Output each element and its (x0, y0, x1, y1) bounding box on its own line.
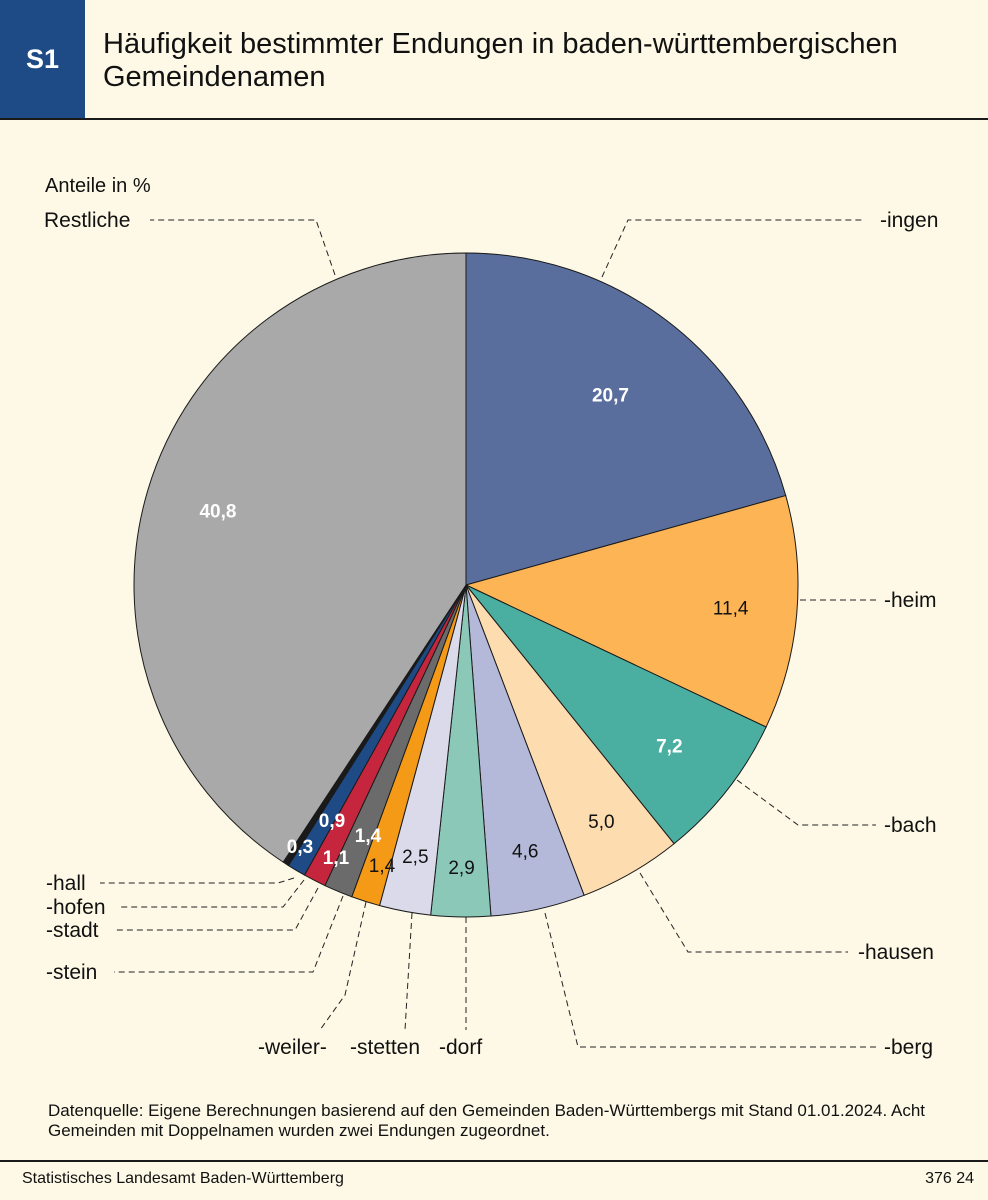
name-label-bach: -bach (884, 814, 937, 837)
leader-line-stein (114, 895, 344, 973)
slice-bach (465, 584, 767, 845)
value-label-stein: 1,4 (355, 826, 382, 847)
data-source-note: Datenquelle: Eigene Berechnungen basiere… (48, 1101, 926, 1140)
pie-slices (133, 252, 799, 918)
leader-line-stetten (404, 912, 413, 1031)
name-label-dorf: -dorf (439, 1036, 482, 1059)
name-label-heim: -heim (884, 589, 937, 612)
chart-title: Häufigkeit bestimmter Endungen in baden-… (103, 28, 898, 93)
value-label-heim: 11,4 (713, 598, 749, 619)
leader-line-stadt (114, 887, 319, 931)
name-label-weiler: -weiler- (258, 1036, 327, 1059)
leader-line-berg (544, 912, 876, 1048)
value-label-berg: 4,6 (512, 842, 538, 863)
leader-lines (100, 219, 876, 1048)
leader-line-ingen (601, 219, 862, 278)
leader-line-hall (100, 877, 295, 884)
name-label-hall: -hall (46, 872, 86, 895)
value-label-hall: 0,3 (287, 837, 313, 858)
value-label-hofen: 0,9 (319, 811, 345, 832)
value-labels: 20,711,47,25,04,62,92,51,41,41,10,90,340… (199, 386, 748, 880)
figure-badge: S1 (0, 0, 85, 118)
value-label-ingen: 20,7 (592, 386, 629, 407)
value-label-bach: 7,2 (656, 736, 682, 757)
name-label-hausen: -hausen (858, 941, 934, 964)
name-label-stadt: -stadt (46, 919, 99, 942)
name-label-ingen: -ingen (880, 209, 938, 232)
leader-line-restliche (150, 219, 336, 276)
leader-line-weiler (319, 901, 367, 1031)
slice-heim (464, 494, 799, 728)
unit-label: Anteile in % (45, 175, 151, 197)
value-label-stadt: 1,1 (323, 848, 350, 869)
value-label-stetten: 2,5 (402, 847, 428, 868)
chart-code: 376 24 (925, 1170, 974, 1187)
value-label-hausen: 5,0 (588, 812, 614, 833)
footer-divider (0, 1160, 988, 1162)
name-label-berg: -berg (884, 1036, 933, 1059)
leader-line-bach (736, 779, 876, 826)
leader-line-hausen (639, 872, 848, 953)
value-label-dorf: 2,9 (448, 858, 474, 879)
name-label-stetten: -stetten (350, 1036, 420, 1059)
name-label-hofen: -hofen (46, 896, 106, 919)
name-label-restliche: Restliche (44, 209, 130, 232)
leader-line-hofen (120, 879, 305, 908)
publisher: Statistisches Landesamt Baden-Württember… (22, 1170, 344, 1187)
value-label-weiler: 1,4 (369, 856, 396, 877)
slice-restliche (133, 252, 467, 863)
value-label-restliche: 40,8 (199, 502, 236, 523)
slice-name-labels: -ingen -heim -bach -hausen -berg -dorf -stette… (44, 209, 938, 1059)
name-label-stein: -stein (46, 961, 97, 984)
pie-chart: Anteile in % 20,711,47,25,04,62,92,51,41… (44, 175, 938, 1059)
header: S1 Häufigkeit bestimmter Endungen in bad… (0, 0, 988, 120)
slice-ingen (465, 252, 787, 586)
